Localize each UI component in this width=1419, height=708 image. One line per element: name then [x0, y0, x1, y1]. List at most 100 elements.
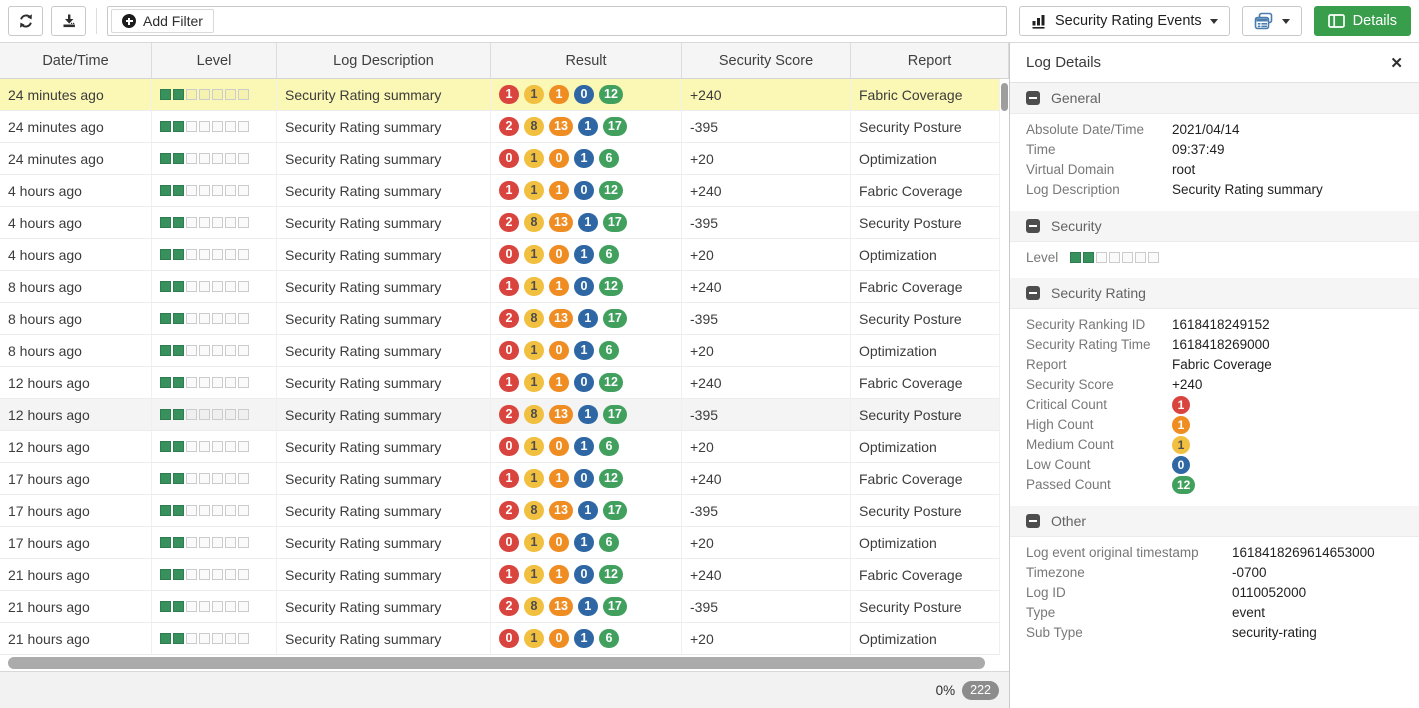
- detail-value: Fabric Coverage: [1172, 355, 1272, 375]
- cell-datetime: 21 hours ago: [0, 591, 152, 622]
- section-header-security[interactable]: Security: [1010, 211, 1419, 242]
- table-row[interactable]: 24 minutes ago Security Rating summary 1…: [0, 79, 1000, 111]
- details-toggle-button[interactable]: Details: [1314, 6, 1411, 36]
- table-row[interactable]: 4 hours ago Security Rating summary 0 1 …: [0, 239, 1000, 271]
- close-icon[interactable]: ✕: [1390, 54, 1403, 72]
- table-row[interactable]: 17 hours ago Security Rating summary 2 8…: [0, 495, 1000, 527]
- level-square: [1135, 252, 1146, 263]
- table-row[interactable]: 12 hours ago Security Rating summary 0 1…: [0, 431, 1000, 463]
- table-row[interactable]: 21 hours ago Security Rating summary 0 1…: [0, 623, 1000, 655]
- level-square: [186, 89, 197, 100]
- table-row[interactable]: 21 hours ago Security Rating summary 2 8…: [0, 591, 1000, 623]
- table-row[interactable]: 8 hours ago Security Rating summary 1 1 …: [0, 271, 1000, 303]
- detail-value: +240: [1172, 375, 1202, 395]
- cell-level: [152, 79, 277, 110]
- horizontal-scrollbar-thumb[interactable]: [8, 657, 985, 669]
- count-badge: 8: [524, 309, 544, 328]
- level-square: [173, 281, 184, 292]
- column-header-log-description[interactable]: Log Description: [277, 43, 491, 78]
- count-badge: 1: [549, 469, 569, 488]
- count-badge: 0: [574, 565, 594, 584]
- cell-level: [152, 591, 277, 622]
- horizontal-scrollbar-track[interactable]: [0, 655, 1009, 671]
- display-options-dropdown[interactable]: [1242, 6, 1302, 36]
- count-badge: 17: [603, 597, 627, 616]
- level-gauge: [160, 217, 249, 228]
- level-square: [238, 441, 249, 452]
- table-row[interactable]: 24 minutes ago Security Rating summary 0…: [0, 143, 1000, 175]
- cell-datetime: 8 hours ago: [0, 303, 152, 334]
- refresh-button[interactable]: [8, 6, 43, 36]
- count-badge: 1: [574, 341, 594, 360]
- cell-level: [152, 335, 277, 366]
- details-panel-title: Log Details: [1026, 54, 1101, 71]
- section-title: General: [1051, 90, 1101, 106]
- column-header-result[interactable]: Result: [491, 43, 682, 78]
- cell-log-description: Security Rating summary: [277, 463, 491, 494]
- cell-result: 2 8 13 1 17: [491, 111, 682, 142]
- count-badge: 0: [549, 149, 569, 168]
- level-square: [186, 185, 197, 196]
- cell-report: Optimization: [851, 431, 1000, 462]
- count-badge: 2: [499, 501, 519, 520]
- level-gauge: [160, 377, 249, 388]
- section-header-other[interactable]: Other: [1010, 506, 1419, 537]
- detail-row: Virtual Domain root: [1010, 160, 1419, 180]
- cell-log-description: Security Rating summary: [277, 431, 491, 462]
- cell-log-description: Security Rating summary: [277, 367, 491, 398]
- column-header-level[interactable]: Level: [152, 43, 277, 78]
- level-gauge: [160, 121, 249, 132]
- vertical-scrollbar-thumb[interactable]: [1001, 83, 1008, 111]
- level-square: [186, 505, 197, 516]
- table-row[interactable]: 4 hours ago Security Rating summary 2 8 …: [0, 207, 1000, 239]
- cell-security-score: +240: [682, 271, 851, 302]
- column-header-datetime[interactable]: Date/Time: [0, 43, 152, 78]
- add-filter-button[interactable]: Add Filter: [111, 9, 214, 33]
- cell-log-description: Security Rating summary: [277, 527, 491, 558]
- level-square: [160, 153, 171, 164]
- column-header-security-score[interactable]: Security Score: [682, 43, 851, 78]
- section-title: Security: [1051, 218, 1102, 234]
- level-gauge: [160, 569, 249, 580]
- table-row[interactable]: 12 hours ago Security Rating summary 1 1…: [0, 367, 1000, 399]
- cell-log-description: Security Rating summary: [277, 175, 491, 206]
- level-square: [225, 409, 236, 420]
- count-badge: 1: [524, 437, 544, 456]
- level-square: [212, 345, 223, 356]
- table-row[interactable]: 4 hours ago Security Rating summary 1 1 …: [0, 175, 1000, 207]
- table-row[interactable]: 17 hours ago Security Rating summary 1 1…: [0, 463, 1000, 495]
- cell-security-score: -395: [682, 399, 851, 430]
- level-square: [238, 185, 249, 196]
- count-badge: 2: [499, 213, 519, 232]
- count-badge: 13: [549, 213, 573, 232]
- table-row[interactable]: 17 hours ago Security Rating summary 0 1…: [0, 527, 1000, 559]
- count-badge: 1: [1172, 436, 1190, 454]
- level-square: [238, 473, 249, 484]
- view-selector-dropdown[interactable]: Security Rating Events: [1019, 6, 1230, 36]
- table-row[interactable]: 21 hours ago Security Rating summary 1 1…: [0, 559, 1000, 591]
- level-square: [1148, 252, 1159, 263]
- count-badge: 1: [574, 629, 594, 648]
- collapse-icon[interactable]: [1026, 286, 1040, 300]
- count-badge: 12: [599, 565, 623, 584]
- count-badge: 13: [549, 309, 573, 328]
- log-details-panel: Log Details ✕ General Absolute Date/Time…: [1010, 43, 1419, 708]
- table-row[interactable]: 24 minutes ago Security Rating summary 2…: [0, 111, 1000, 143]
- filter-input[interactable]: Add Filter: [107, 6, 1007, 36]
- detail-value: -0700: [1232, 563, 1267, 583]
- table-row[interactable]: 8 hours ago Security Rating summary 2 8 …: [0, 303, 1000, 335]
- level-square: [186, 217, 197, 228]
- table-row[interactable]: 12 hours ago Security Rating summary 2 8…: [0, 399, 1000, 431]
- collapse-icon[interactable]: [1026, 514, 1040, 528]
- collapse-icon[interactable]: [1026, 219, 1040, 233]
- level-square: [1109, 252, 1120, 263]
- table-row[interactable]: 8 hours ago Security Rating summary 0 1 …: [0, 335, 1000, 367]
- level-gauge: [160, 441, 249, 452]
- level-square: [173, 153, 184, 164]
- section-header-general[interactable]: General: [1010, 83, 1419, 114]
- download-button[interactable]: [51, 6, 86, 36]
- collapse-icon[interactable]: [1026, 91, 1040, 105]
- column-header-report[interactable]: Report: [851, 43, 1009, 78]
- level-square: [199, 121, 210, 132]
- section-header-security-rating[interactable]: Security Rating: [1010, 278, 1419, 309]
